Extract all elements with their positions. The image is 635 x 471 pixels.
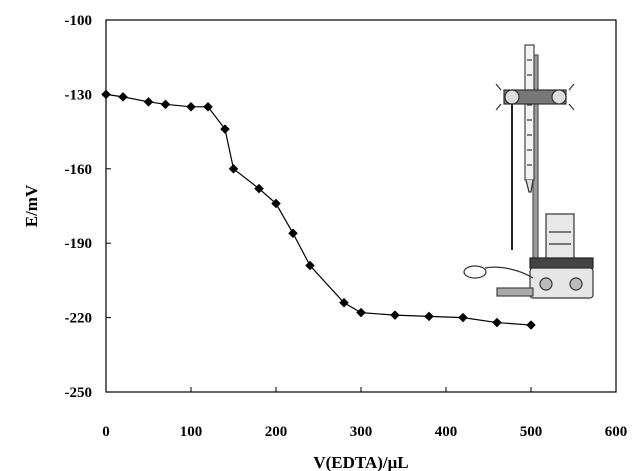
x-tick-label: 0 (102, 424, 110, 440)
data-point (526, 320, 536, 330)
y-tick-label: -100 (65, 13, 93, 29)
data-point (143, 96, 154, 107)
y-tick-label: -250 (65, 385, 93, 401)
data-point (390, 310, 400, 320)
x-tick-label: 200 (265, 424, 288, 440)
titration-apparatus-icon (463, 44, 594, 299)
data-point (160, 99, 171, 110)
data-point (254, 183, 264, 194)
y-tick-label: -160 (65, 162, 93, 178)
y-tick-label: -190 (65, 236, 93, 252)
data-point (220, 124, 230, 134)
series (101, 89, 536, 330)
y-axis-label: E/mV (22, 184, 41, 227)
data-point (356, 307, 366, 318)
x-tick-label: 400 (435, 424, 458, 440)
series-line (105, 93, 532, 326)
x-axis-label: V(EDTA)/μL (313, 453, 408, 471)
x-tick-label: 500 (520, 424, 543, 440)
data-point (203, 101, 213, 112)
y-axis: -100 -130 -160 -190 -220 -250 (65, 13, 111, 401)
data-point (305, 260, 315, 271)
data-point (186, 101, 196, 112)
data-point (492, 317, 502, 328)
data-point (271, 198, 281, 209)
y-tick-label: -130 (65, 87, 93, 103)
data-point (101, 89, 111, 100)
x-tick-label: 600 (605, 424, 628, 440)
y-tick-label: -220 (65, 311, 93, 327)
data-point (339, 297, 349, 308)
data-point (458, 312, 468, 323)
data-point (288, 228, 298, 239)
data-point (424, 311, 434, 322)
x-axis: 0 100 200 300 400 500 600 (102, 387, 627, 440)
data-point (228, 163, 239, 174)
x-tick-label: 300 (350, 424, 373, 440)
data-point (118, 92, 128, 102)
x-tick-label: 100 (180, 424, 203, 440)
plot-frame (105, 19, 617, 393)
